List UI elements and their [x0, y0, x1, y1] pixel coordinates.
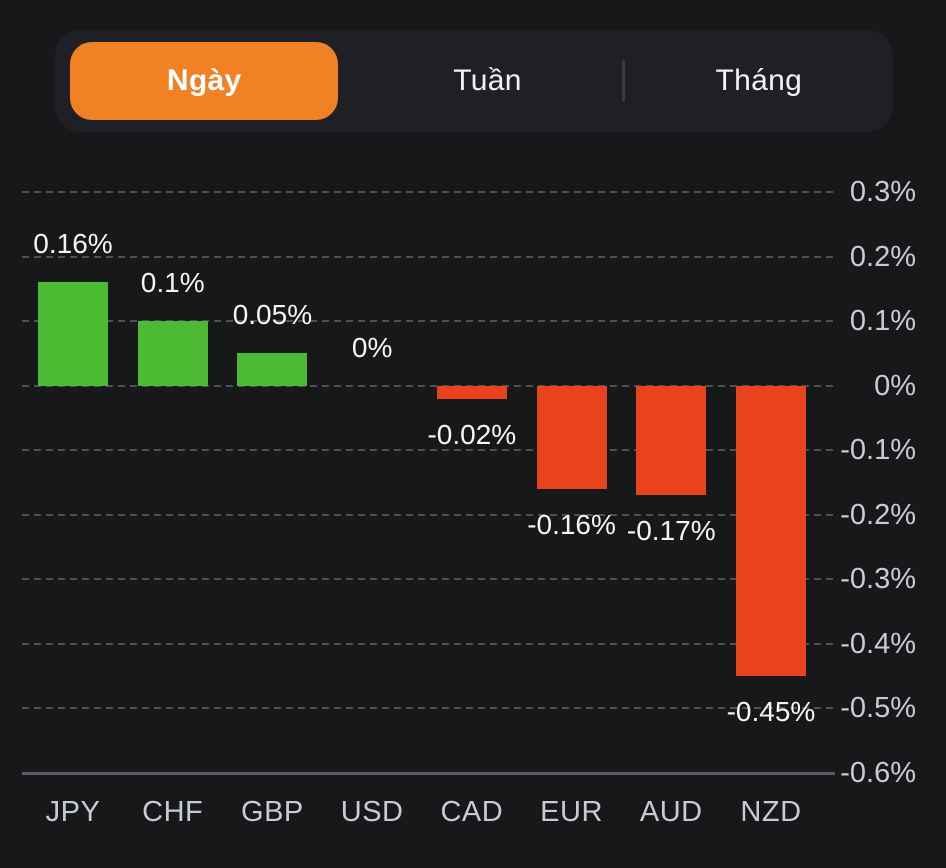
bar-eur: [536, 385, 607, 489]
tab-week-label: Tuần: [453, 64, 522, 97]
gridline-0%: [22, 384, 835, 387]
bar-value-label-chf: 0.1%: [140, 267, 205, 299]
gridline--0.5%: [22, 707, 835, 710]
gridline-0.1%: [22, 320, 835, 323]
gridline-0.2%: [22, 255, 835, 258]
bar-chf: [137, 321, 208, 386]
gridline--0.4%: [22, 642, 835, 645]
y-axis-tick-label: 0.3%: [849, 176, 916, 208]
period-tab-bar: Ngày Tuần Tháng: [55, 30, 893, 132]
x-axis-label-usd: USD: [340, 796, 404, 828]
bar-value-label-usd: 0%: [351, 331, 393, 363]
gridline--0.6%: [22, 772, 835, 775]
bar-gbp: [237, 353, 308, 386]
bar-jpy: [38, 282, 108, 386]
bar-value-label-eur: -0.16%: [527, 508, 616, 540]
gridline--0.2%: [22, 513, 835, 516]
x-axis-label-eur: EUR: [540, 796, 603, 828]
tab-day-label: Ngày: [166, 64, 242, 97]
y-axis-tick-label: -0.3%: [840, 563, 916, 596]
bar-value-label-gbp: 0.05%: [232, 299, 313, 331]
y-axis-tick-label: -0.1%: [840, 434, 916, 467]
tab-week[interactable]: Tuần: [353, 42, 621, 120]
bar-value-label-nzd: -0.45%: [726, 696, 816, 728]
tab-month[interactable]: Tháng: [625, 42, 893, 120]
x-axis-label-gbp: GBP: [241, 796, 304, 828]
bar-cad: [436, 385, 507, 399]
tab-divider: [621, 60, 625, 102]
gridline--0.1%: [22, 449, 835, 452]
x-axis-label-nzd: NZD: [740, 796, 802, 828]
bar-value-label-aud: -0.17%: [626, 515, 716, 547]
y-axis-tick-label: -0.2%: [840, 498, 916, 531]
tab-month-label: Tháng: [715, 64, 803, 97]
x-axis-label-aud: AUD: [639, 796, 703, 828]
bar-value-label-cad: -0.02%: [427, 418, 517, 450]
gridline--0.3%: [22, 578, 835, 581]
bar-value-label-jpy: 0.16%: [33, 228, 113, 260]
y-axis-tick-label: 0.1%: [849, 305, 916, 338]
bar-aud: [636, 385, 707, 496]
gridline-0.3%: [22, 191, 835, 193]
y-axis-tick-label: -0.5%: [840, 692, 916, 725]
bar-nzd: [735, 385, 806, 677]
y-axis-tick-label: 0%: [874, 369, 916, 402]
x-axis-label-chf: CHF: [142, 796, 204, 828]
y-axis-tick-label: -0.4%: [840, 627, 916, 660]
x-axis-label-jpy: JPY: [45, 796, 101, 828]
y-axis-tick-label: 0.2%: [849, 240, 916, 273]
tab-day[interactable]: Ngày: [70, 42, 339, 120]
x-axis-label-cad: CAD: [440, 796, 504, 828]
y-axis-tick-label: -0.6%: [840, 757, 916, 789]
